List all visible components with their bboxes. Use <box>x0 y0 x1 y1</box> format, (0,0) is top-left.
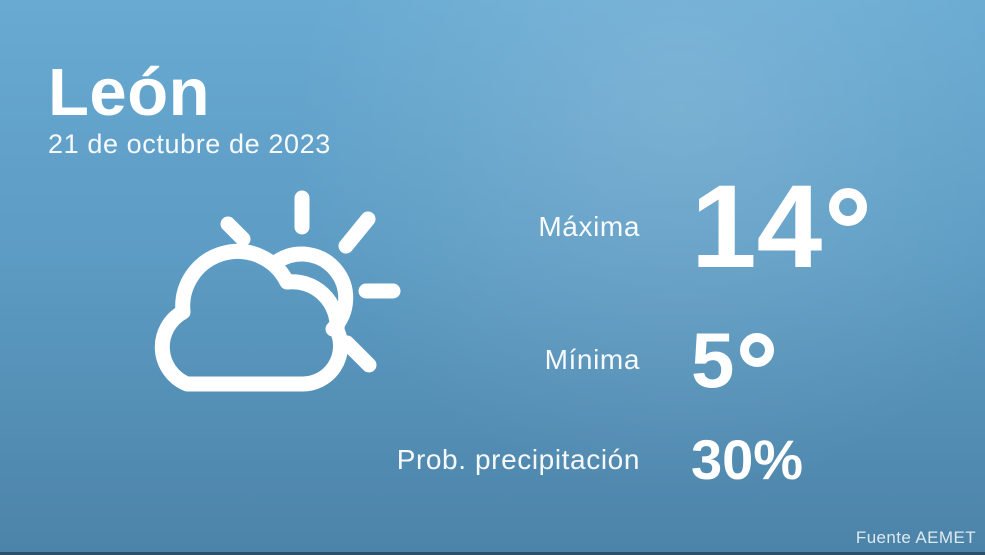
min-temp-value: 5 <box>691 321 775 399</box>
precipitation-value: 30% <box>691 428 804 491</box>
bottom-edge-bar <box>0 552 985 555</box>
metric-row-min: Mínima 5 <box>0 300 945 420</box>
page-title: León <box>48 55 211 130</box>
max-temp-value: 14 <box>691 168 868 286</box>
sun-behind-cloud-icon <box>154 190 401 392</box>
sun-ray-upper-left-icon <box>220 216 251 247</box>
sun-ray-upper-right-icon <box>338 211 376 254</box>
min-temp-number: 5 <box>691 316 735 404</box>
date-subtitle: 21 de octubre de 2023 <box>48 129 331 160</box>
degree-symbol-icon <box>829 188 868 226</box>
degree-symbol-icon <box>740 333 775 367</box>
metric-label: Prob. precipitación <box>396 444 640 475</box>
metric-label: Mínima <box>544 344 640 375</box>
metric-label: Máxima <box>538 211 640 242</box>
source-attribution: Fuente AEMET <box>855 528 976 547</box>
metric-row-max: Máxima 14 <box>0 152 945 302</box>
sun-ray-lower-right-icon <box>339 335 377 373</box>
max-temp-number: 14 <box>691 161 823 293</box>
header: León 21 de octubre de 2023 <box>48 55 331 160</box>
metric-row-precipitation: Prob. precipitación 30% <box>0 408 945 512</box>
cloud-icon <box>154 243 349 392</box>
